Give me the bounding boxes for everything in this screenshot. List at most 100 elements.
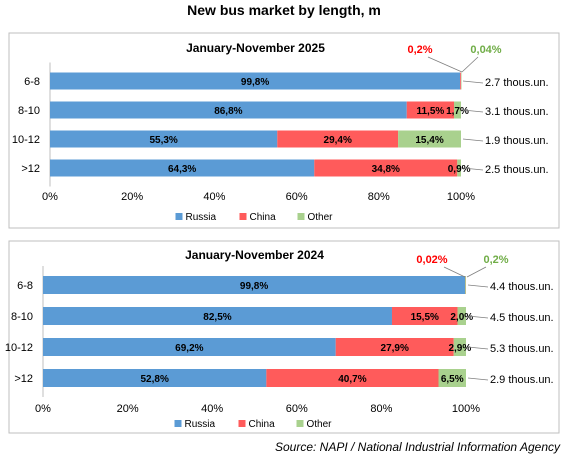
chart1-callout-label: 0,04% [470, 44, 501, 56]
chart2-total-connector [467, 377, 489, 381]
chart1-bar-russia [50, 101, 407, 119]
chart2-total-label: 4.4 thous.un. [490, 281, 554, 293]
chart2-panel [8, 240, 560, 434]
chart2-legend-swatch-russia [174, 420, 182, 427]
chart1-data-label: 15,4% [415, 135, 443, 146]
page-title: New bus market by length, m [187, 2, 381, 18]
chart1-category-label: 8-10 [18, 105, 40, 117]
chart1-category-label: 6-8 [24, 76, 40, 88]
chart1-total-connector [462, 80, 484, 84]
chart1-title: January-November 2025 [186, 41, 325, 55]
chart2-bar-china [335, 338, 454, 356]
chart1-bar-russia [50, 159, 315, 177]
chart2-callout-label: 0,2% [483, 254, 508, 266]
chart1-legend-swatch-russia [175, 213, 183, 220]
chart2-x-tick-label: 60% [286, 403, 308, 415]
chart2-legend-label: Russia [185, 419, 216, 430]
chart1-bar-other [398, 130, 461, 148]
chart2-total-connector [467, 315, 489, 319]
chart1-total-connector [462, 138, 484, 142]
chart1-total-label: 2.5 thous.un. [485, 164, 549, 176]
chart1-x-tick-label: 80% [368, 191, 390, 203]
chart2-total-label: 5.3 thous.un. [490, 343, 554, 355]
chart1-bar-other [461, 72, 462, 90]
chart2-data-label: 82,5% [203, 312, 231, 323]
chart1-callout-line [427, 56, 463, 73]
chart1-data-label: 99,8% [241, 77, 269, 88]
chart2-bar-other [438, 369, 466, 387]
chart2-bar-china [266, 369, 439, 387]
chart2-bar-china [391, 307, 458, 325]
chart1-data-label: 1,7% [446, 106, 469, 117]
chart1-bar-russia [50, 72, 461, 90]
chart1-bar-other [457, 159, 461, 177]
chart2-legend-label: Other [307, 419, 333, 430]
chart2-bar-russia [43, 307, 392, 325]
chart2-x-tick-label: 0% [35, 403, 51, 415]
chart1-data-label: 0,9% [448, 164, 471, 175]
chart2-category-label: 10-12 [5, 342, 33, 354]
chart1-bar-china [460, 72, 461, 90]
chart1-total-label: 1.9 thous.un. [485, 135, 549, 147]
chart2-data-label: 2,9% [448, 343, 471, 354]
chart1-bar-russia [50, 130, 278, 148]
chart2-category-label: 6-8 [17, 280, 33, 292]
chart1-data-label: 55,3% [149, 135, 177, 146]
chart2-title: January-November 2024 [185, 248, 324, 262]
chart1-legend-label: China [250, 212, 277, 223]
chart2-total-label: 2.9 thous.un. [490, 374, 554, 386]
chart1-category-label: >12 [21, 163, 40, 175]
chart2-data-label: 52,8% [140, 374, 168, 385]
chart2-total-label: 4.5 thous.un. [490, 312, 554, 324]
chart2-category-label: 8-10 [11, 311, 33, 323]
chart2-legend-label: China [249, 419, 276, 430]
chart1-total-connector [462, 109, 484, 113]
chart1-data-label: 34,8% [372, 164, 400, 175]
chart1-category-label: 10-12 [12, 134, 40, 146]
chart1-total-label: 3.1 thous.un. [485, 106, 549, 118]
chart2-callout-line [443, 266, 466, 278]
chart2-bar-russia [43, 369, 267, 387]
chart1-bar-china [277, 130, 399, 148]
chart1-data-label: 29,4% [324, 135, 352, 146]
chart2-bar-other [457, 307, 466, 325]
chart1-total-connector [462, 167, 484, 171]
chart2-data-label: 6,5% [441, 374, 464, 385]
chart1-data-label: 11,5% [416, 106, 444, 117]
chart1-x-tick-label: 0% [42, 191, 58, 203]
chart1-bar-other [454, 101, 461, 119]
chart1-legend-swatch-other [297, 213, 305, 220]
chart1-x-tick-label: 20% [121, 191, 143, 203]
source-note: Source: NAPI / National Industrial Infor… [274, 440, 560, 454]
chart2-bar-other [453, 338, 466, 356]
chart1-x-tick-label: 100% [447, 191, 475, 203]
chart2-callout-label: 0,02% [416, 254, 447, 266]
chart1-bar-china [406, 101, 455, 119]
chart1-data-label: 86,8% [214, 106, 242, 117]
chart2-legend-swatch-china [238, 420, 246, 427]
chart1-total-label: 2.7 thous.un. [485, 77, 549, 89]
chart1-x-tick-label: 40% [203, 191, 225, 203]
chart2-total-connector [467, 284, 489, 288]
chart2-x-tick-label: 20% [117, 403, 139, 415]
chart2-x-tick-label: 80% [370, 403, 392, 415]
chart2-data-label: 27,9% [381, 343, 409, 354]
chart2-legend-swatch-other [296, 420, 304, 427]
chart2-total-connector [467, 346, 489, 350]
chart2-bar-other [465, 276, 466, 294]
chart2-data-label: 69,2% [175, 343, 203, 354]
chart2-bar-russia [43, 338, 336, 356]
chart1-legend-label: Russia [186, 212, 217, 223]
chart2-data-label: 40,7% [338, 374, 366, 385]
chart2-bar-russia [43, 276, 466, 294]
chart2-x-tick-label: 100% [452, 403, 480, 415]
chart2-data-label: 15,5% [411, 312, 439, 323]
chart2-callout-line [466, 266, 487, 278]
chart1-callout-line [461, 56, 479, 73]
chart2-category-label: >12 [14, 373, 33, 385]
chart1-x-tick-label: 60% [286, 191, 308, 203]
chart2-data-label: 99,8% [240, 281, 268, 292]
chart1-bar-china [314, 159, 458, 177]
chart2-data-label: 2,0% [450, 312, 473, 323]
